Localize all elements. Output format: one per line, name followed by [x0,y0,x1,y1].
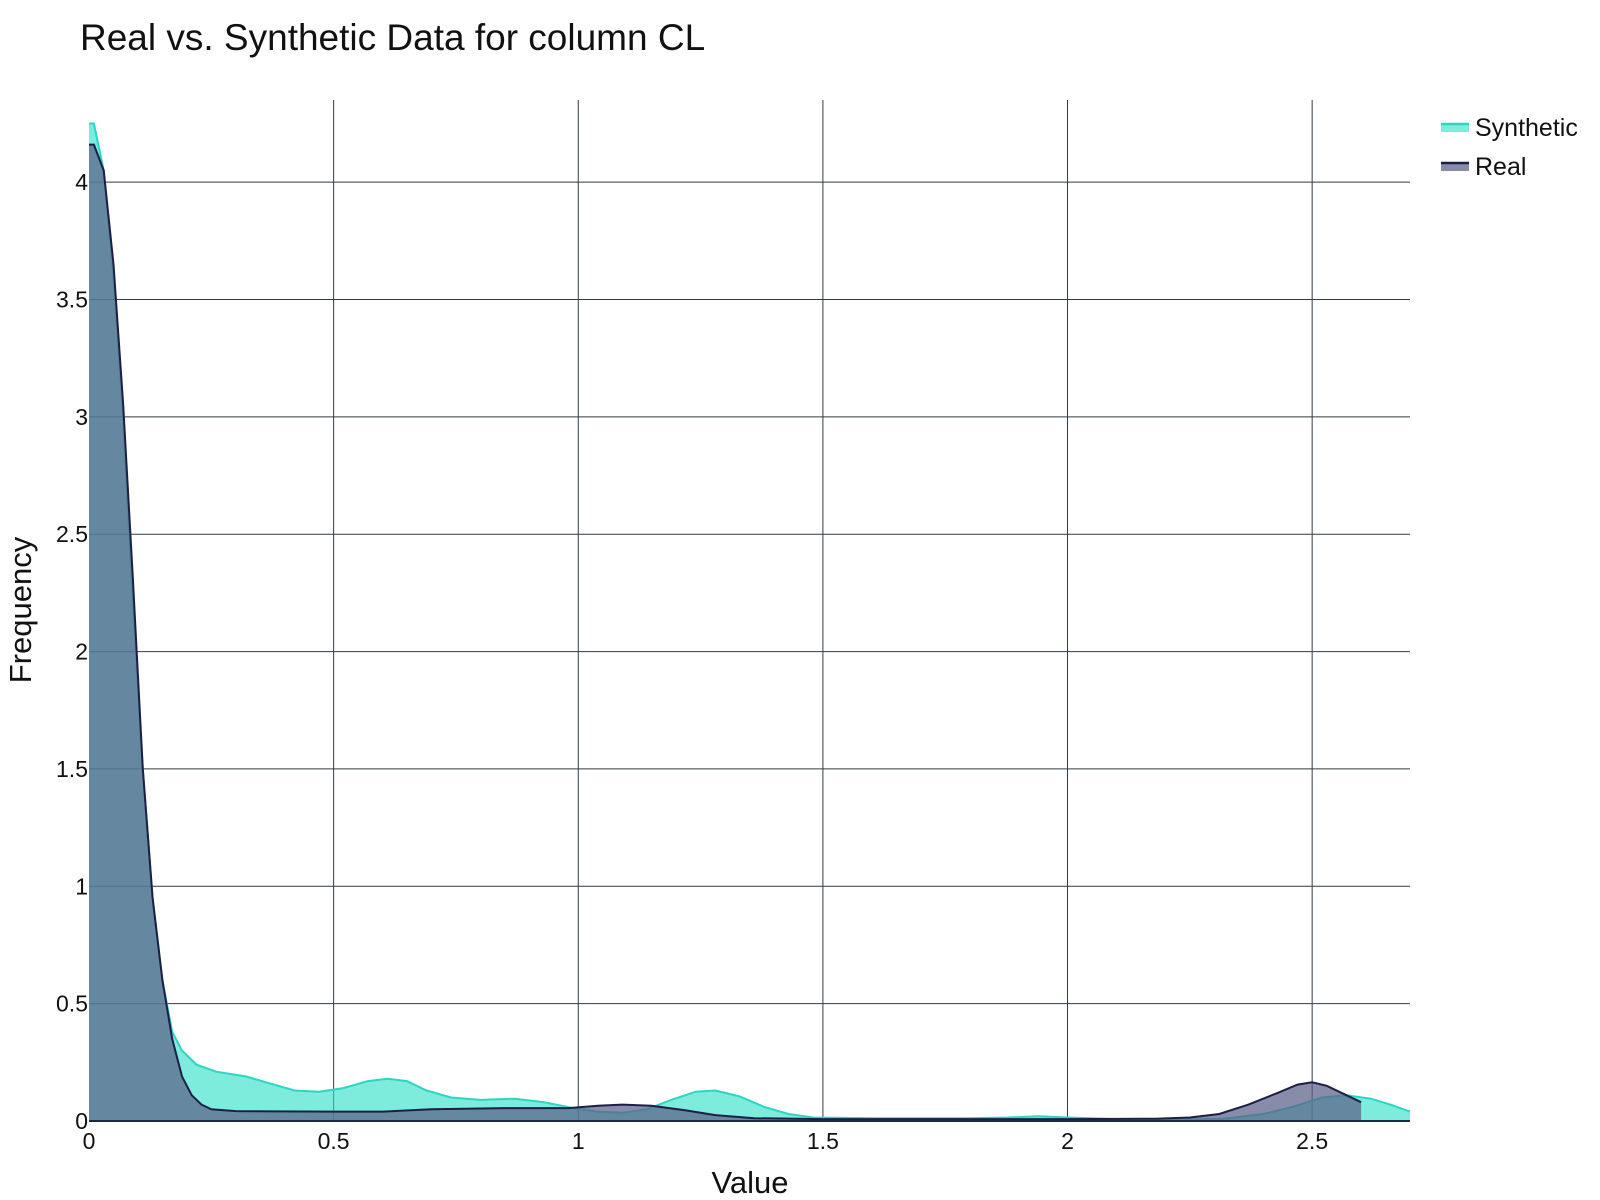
grid-layer [89,100,1410,1121]
chart-title: Real vs. Synthetic Data for column CL [80,17,705,58]
y-axis-title: Frequency [3,536,38,683]
x-tick-label: 2 [1061,1128,1074,1154]
x-tick-label: 2.5 [1296,1128,1328,1154]
y-tick-label: 3.5 [56,287,88,313]
x-tick-label: 1 [572,1128,585,1154]
y-tick-label: 2.5 [56,521,88,547]
legend-label-synthetic: Synthetic [1475,114,1578,142]
y-tick-label: 3 [75,404,88,430]
legend-label-real: Real [1475,153,1526,181]
series-area-real [89,144,1362,1122]
x-tick-labels: 0 0.5 1 1.5 2 2.5 [83,1128,1329,1154]
y-tick-label: 1.5 [56,756,88,782]
series-line-real [89,143,1362,1121]
series-area-synthetic [89,123,1410,1121]
x-axis-title: Value [712,1165,789,1200]
legend[interactable]: Synthetic Real [1441,114,1578,181]
series-line-synthetic [89,122,1411,1121]
x-tick-label: 0.5 [318,1128,350,1154]
y-tick-label: 1 [75,873,88,899]
y-tick-label: 0.5 [56,991,88,1017]
legend-item-real[interactable]: Real [1441,153,1526,181]
y-tick-label: 2 [75,639,88,665]
legend-swatch-real [1441,163,1469,171]
y-tick-labels: 0 0.5 1 1.5 2 2.5 3 3.5 4 [56,169,88,1134]
legend-swatch-synthetic [1441,124,1469,132]
x-tick-label: 0 [83,1128,96,1154]
legend-item-synthetic[interactable]: Synthetic [1441,114,1578,142]
y-tick-label: 0 [75,1108,88,1134]
x-tick-label: 1.5 [807,1128,839,1154]
y-tick-label: 4 [75,169,88,195]
series-layer [89,122,1411,1122]
